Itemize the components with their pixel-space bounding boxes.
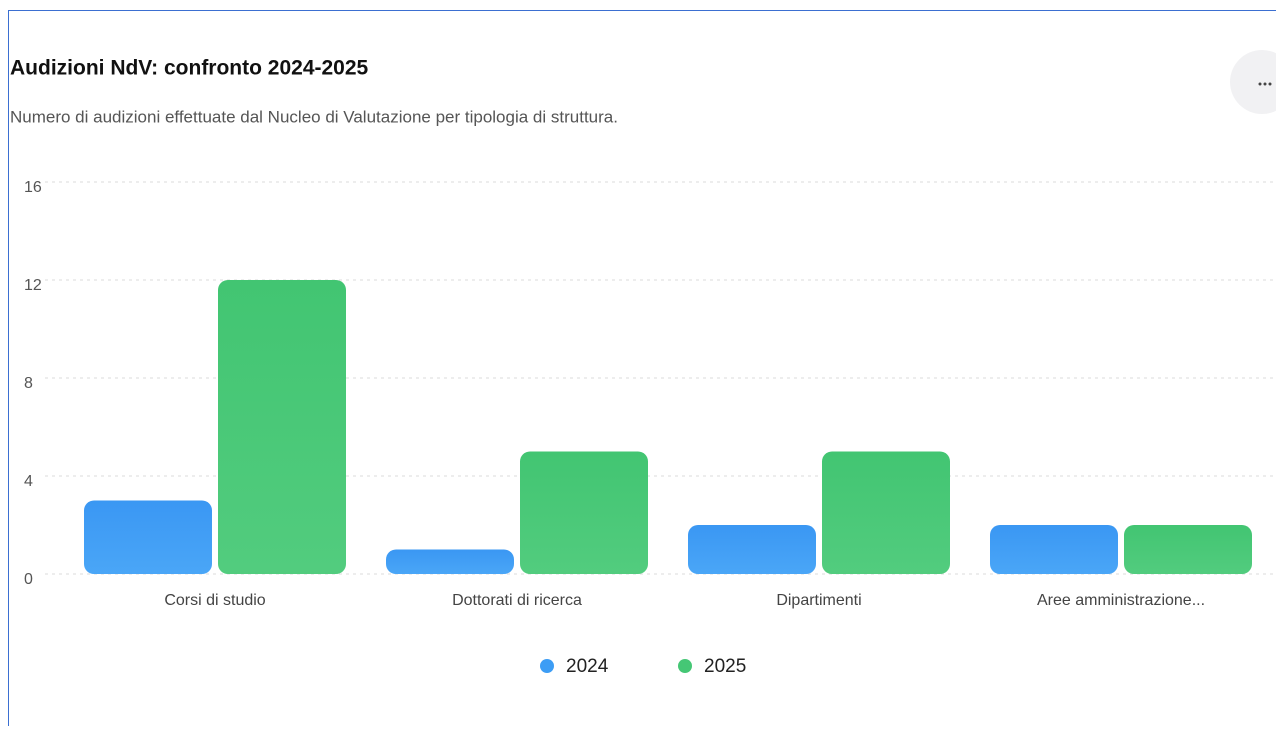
y-tick-label: 12 [24, 277, 42, 294]
menu-dot [1268, 82, 1272, 86]
bar [84, 500, 212, 574]
menu-button[interactable] [1230, 50, 1276, 114]
bar [1124, 525, 1252, 574]
menu-button-bg[interactable] [1230, 50, 1276, 114]
x-tick-label: Corsi di studio [164, 592, 265, 609]
bar [990, 525, 1118, 574]
bar [520, 451, 648, 574]
y-tick-label: 0 [24, 571, 33, 588]
legend-label: 2025 [704, 656, 746, 677]
chart-subtitle: Numero di audizioni effettuate dal Nucle… [10, 107, 618, 126]
x-tick-label: Dottorati di ricerca [452, 592, 582, 609]
chart-title: Audizioni NdV: confronto 2024-2025 [10, 57, 369, 80]
x-tick-label: Aree amministrazione... [1037, 592, 1205, 609]
plot-area: 0 4 8 12 16 Corsi di studio Dottorati di ricer… [24, 179, 1276, 677]
bar [218, 280, 346, 574]
legend-label: 2024 [566, 656, 609, 677]
y-tick-label: 16 [24, 179, 42, 196]
y-tick-label: 4 [24, 473, 33, 490]
bar [386, 549, 514, 574]
y-tick-label: 8 [24, 375, 33, 392]
bar [688, 525, 816, 574]
menu-dot [1258, 82, 1262, 86]
legend-swatch [678, 659, 692, 673]
bar [822, 451, 950, 574]
legend-swatch [540, 659, 554, 673]
menu-dot [1263, 82, 1267, 86]
x-tick-label: Dipartimenti [776, 592, 861, 609]
